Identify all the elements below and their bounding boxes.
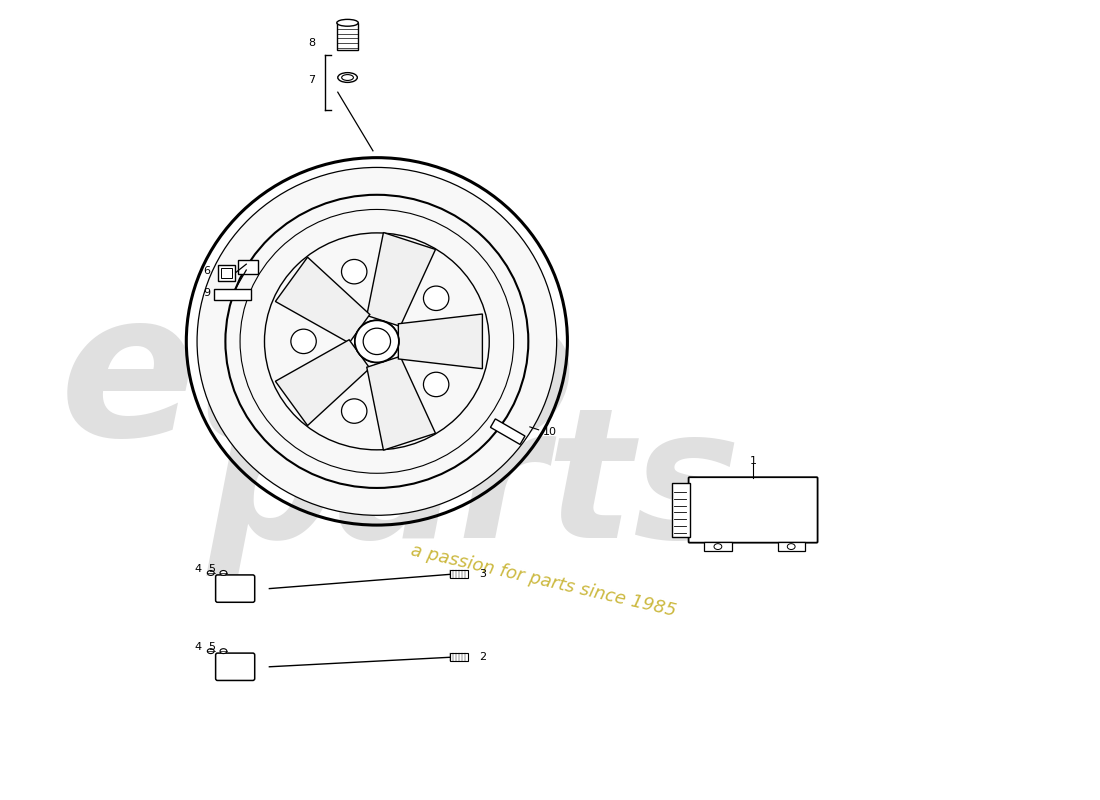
Ellipse shape [342, 74, 353, 81]
Bar [337, 22, 359, 50]
Ellipse shape [788, 544, 795, 550]
Ellipse shape [341, 259, 367, 284]
FancyBboxPatch shape [216, 575, 255, 602]
Text: 9: 9 [204, 287, 211, 298]
Text: 4: 4 [195, 642, 201, 652]
Text: 10: 10 [542, 426, 557, 437]
Bar [220, 268, 232, 278]
Bar [239, 260, 258, 274]
Ellipse shape [220, 570, 227, 575]
Ellipse shape [424, 286, 449, 310]
Text: 8: 8 [308, 38, 316, 48]
Ellipse shape [197, 167, 557, 515]
Ellipse shape [355, 320, 399, 362]
Ellipse shape [338, 73, 358, 82]
Text: 2: 2 [480, 652, 486, 662]
Bar [778, 542, 805, 551]
Polygon shape [366, 233, 436, 326]
Polygon shape [398, 314, 483, 369]
Text: a passion for parts since 1985: a passion for parts since 1985 [408, 542, 678, 620]
Bar [450, 653, 468, 661]
Text: 1: 1 [749, 455, 757, 466]
Ellipse shape [337, 19, 359, 26]
Text: 5: 5 [208, 642, 216, 652]
Bar [450, 570, 468, 578]
Bar [672, 483, 690, 537]
Bar [491, 419, 525, 445]
Text: parts: parts [208, 400, 741, 576]
Polygon shape [275, 340, 370, 426]
Ellipse shape [424, 372, 449, 397]
Bar [704, 542, 732, 551]
Polygon shape [366, 356, 436, 450]
Text: 6: 6 [204, 266, 211, 276]
Text: 3: 3 [480, 569, 486, 579]
FancyBboxPatch shape [689, 478, 817, 542]
Polygon shape [275, 257, 370, 343]
Ellipse shape [207, 570, 215, 575]
Ellipse shape [290, 329, 317, 354]
Text: 4: 4 [195, 564, 201, 574]
Ellipse shape [220, 649, 227, 654]
Ellipse shape [355, 320, 399, 362]
Text: 7: 7 [308, 75, 316, 86]
Ellipse shape [370, 335, 384, 348]
Text: euro: euro [59, 283, 578, 478]
Ellipse shape [714, 544, 722, 550]
Ellipse shape [207, 649, 215, 654]
Ellipse shape [341, 399, 367, 423]
FancyBboxPatch shape [216, 653, 255, 681]
Ellipse shape [363, 328, 390, 354]
Bar [218, 265, 235, 281]
Text: 5: 5 [208, 564, 216, 574]
Bar [213, 289, 251, 300]
